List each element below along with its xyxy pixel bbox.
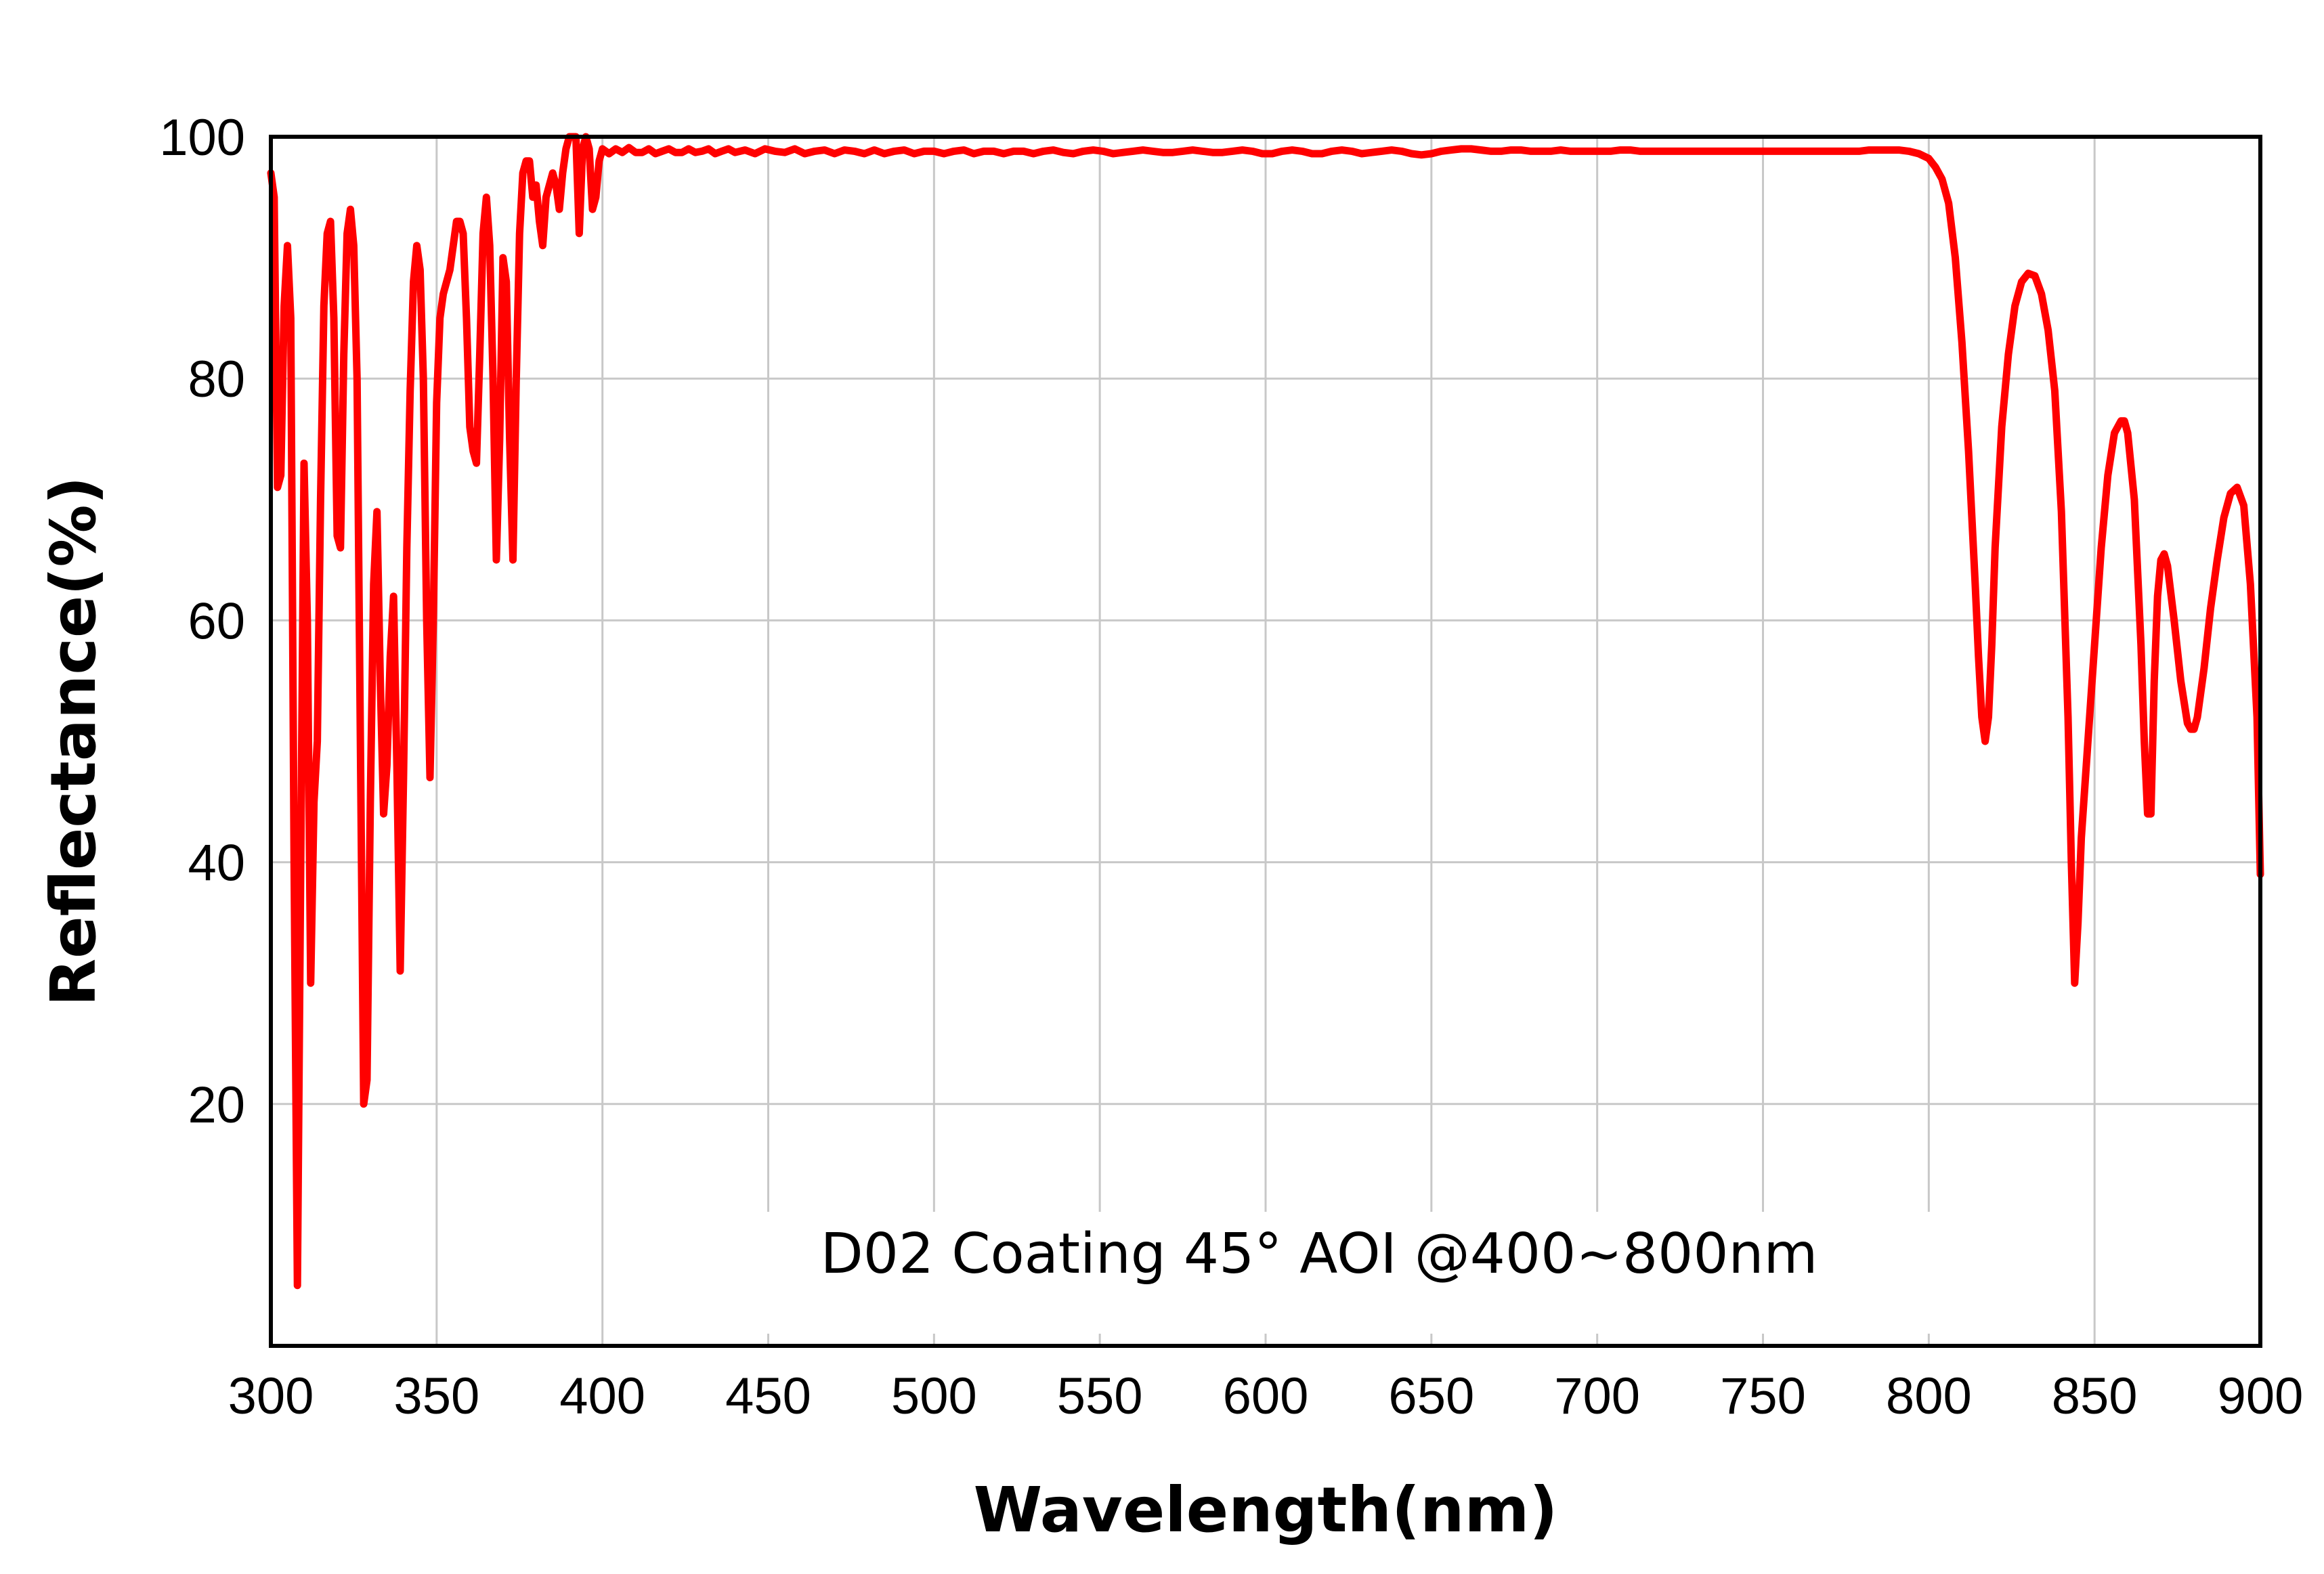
x-tick-label: 650 (1388, 1368, 1474, 1425)
y-tick-label: 60 (188, 592, 245, 650)
x-tick-label: 400 (559, 1368, 645, 1425)
x-tick-label: 700 (1554, 1368, 1640, 1425)
chart-annotation: D02 Coating 45° AOI @400~800nm (821, 1222, 1818, 1286)
grid-lines (271, 137, 2260, 1346)
plot-frame (269, 135, 2262, 1348)
x-tick-label: 850 (2052, 1368, 2138, 1425)
x-tick-label: 450 (725, 1368, 811, 1425)
plot-area (711, 1212, 1930, 1334)
y-tick-label: 80 (188, 351, 245, 408)
x-tick-label: 350 (393, 1368, 479, 1425)
x-tick-label: 500 (891, 1368, 977, 1425)
annotation-background (711, 1212, 1930, 1334)
y-tick-label: 100 (159, 109, 245, 167)
series-group (267, 133, 2264, 1290)
x-tick-label: 800 (1886, 1368, 1972, 1425)
x-tick-label: 300 (228, 1368, 314, 1425)
x-axis-title: Wavelength(nm) (974, 1474, 1558, 1546)
y-axis-title: Reflectance(%) (37, 476, 110, 1006)
y-tick-label: 40 (188, 835, 245, 892)
series-line-reflectance (267, 133, 2264, 1290)
y-tick-labels: 20 40 60 80 100 (159, 109, 245, 1134)
x-tick-label: 900 (2218, 1368, 2304, 1425)
x-tick-labels: 300 350 400 450 500 550 600 650 700 750 800 850 900 (228, 1368, 2304, 1425)
x-tick-label: 600 (1223, 1368, 1309, 1425)
x-tick-label: 750 (1720, 1368, 1806, 1425)
y-tick-label: 20 (188, 1076, 245, 1134)
x-tick-label: 550 (1057, 1368, 1143, 1425)
